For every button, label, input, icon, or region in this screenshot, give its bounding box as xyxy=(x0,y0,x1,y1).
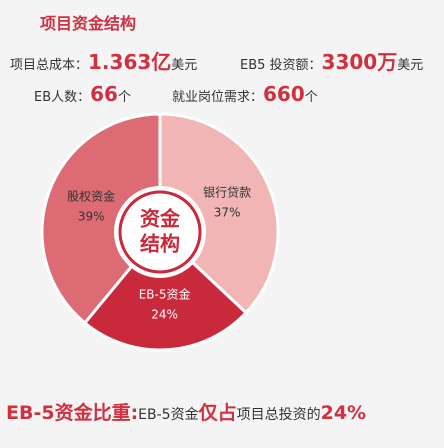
stat-label: EB5 投资额： xyxy=(240,58,322,73)
center-label: 资金 xyxy=(140,207,181,231)
stat: 项目总成本：1.363亿美元 xyxy=(10,46,197,75)
pie-slice xyxy=(40,112,162,326)
slice-label: 银行贷款 xyxy=(203,185,251,199)
stat-label: 项目总成本： xyxy=(10,58,89,73)
footer-text: 24% xyxy=(320,402,367,424)
footer-text: EB-5资金比重: xyxy=(6,402,139,424)
stat: EB人数：66个 xyxy=(34,82,131,106)
stat-unit: 个 xyxy=(304,90,318,105)
pie-slice xyxy=(158,112,280,315)
stat: EB5 投资额：3300万美元 xyxy=(240,46,423,75)
center-ring xyxy=(118,190,202,274)
footer-text: EB-5资金 xyxy=(138,407,199,423)
slice-label: 股权资金 xyxy=(67,189,115,204)
stat-value: 3300万 xyxy=(321,50,398,74)
stat-unit: 美元 xyxy=(397,58,424,73)
stat-value: 1.363亿 xyxy=(88,50,172,74)
slice-value: 37% xyxy=(214,205,241,219)
slice-value: 24% xyxy=(151,308,178,322)
footer-text: 项目总投资的 xyxy=(236,407,321,423)
footer-text: 仅占 xyxy=(198,402,237,424)
stat-unit: 个 xyxy=(117,90,131,105)
stat-unit: 美元 xyxy=(171,58,198,73)
slice-value: 39% xyxy=(78,210,105,224)
stat: 就业岗位需求：660个 xyxy=(172,82,318,106)
pie-slice xyxy=(82,229,249,352)
stat-value: 660 xyxy=(263,82,305,106)
stat-label: EB人数： xyxy=(34,90,91,105)
footer: EB-5资金比重:EB-5资金仅占项目总投资的24% xyxy=(6,398,366,425)
stat-label: 就业岗位需求： xyxy=(172,90,264,105)
slice-label: EB-5资金 xyxy=(139,287,191,302)
title: 项目资金结构 xyxy=(40,14,137,33)
stat-value: 66 xyxy=(90,82,118,106)
center-label: 结构 xyxy=(140,232,180,256)
